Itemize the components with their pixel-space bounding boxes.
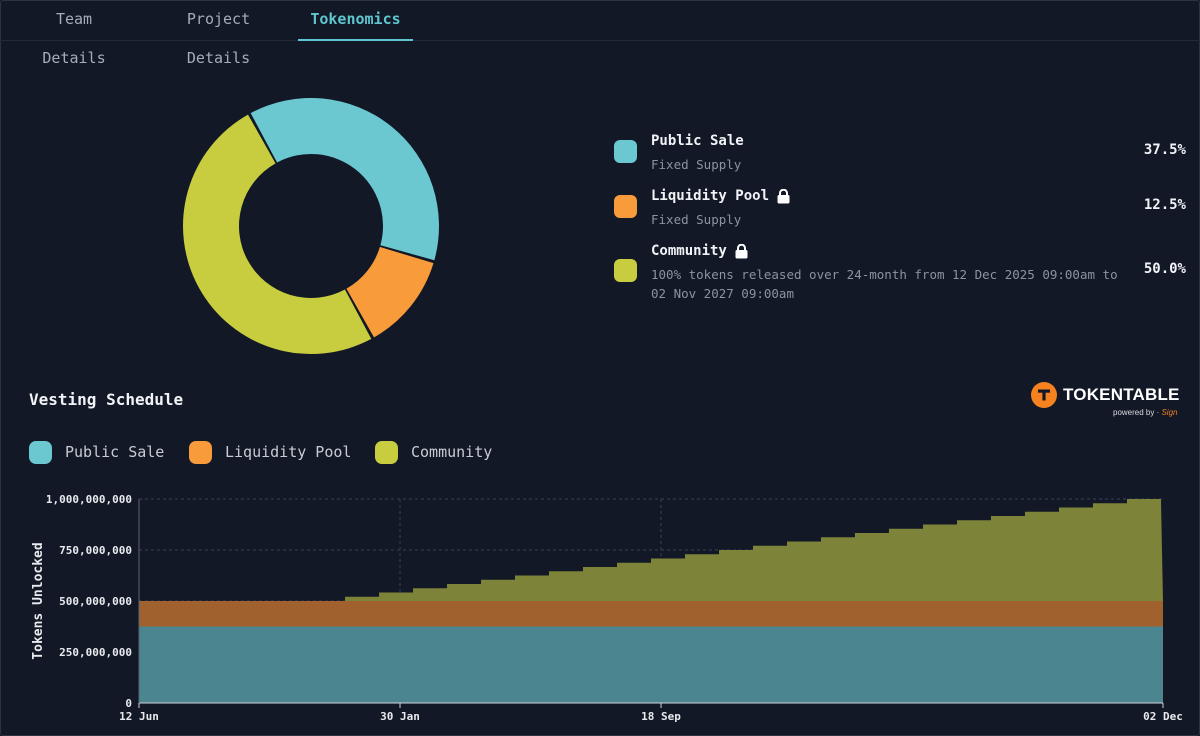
tab-team-details[interactable]: Team Details	[42, 10, 106, 67]
y-tick-label: 0	[125, 697, 132, 710]
tab-bar: Team Details Project Details Tokenomics	[0, 0, 1200, 67]
area-public-sale[interactable]	[139, 626, 1163, 704]
vesting-schedule-chart: 0 250,000,000 500,000,000 750,000,000 1,000,…	[31, 493, 1183, 723]
vesting-legend-label: Community	[411, 443, 493, 461]
vesting-legend-label: Liquidity Pool	[225, 443, 352, 461]
community-swatch	[614, 259, 637, 282]
x-tick-label: 02 Dec	[1143, 710, 1183, 723]
legend-subtitle: Fixed Supply	[651, 212, 742, 227]
allocation-donut-chart	[182, 98, 439, 355]
liquidity-pool-swatch	[614, 195, 637, 218]
y-tick-label: 750,000,000	[59, 544, 132, 557]
legend-subtitle: Fixed Supply	[651, 157, 742, 172]
x-tick-label: 18 Sep	[641, 710, 681, 723]
tokentable-logo-icon	[1031, 382, 1057, 408]
slice-community[interactable]	[182, 114, 372, 355]
tokentable-brand: TOKENTABLE powered by · Sign	[1031, 381, 1181, 423]
area-community[interactable]	[345, 499, 1163, 601]
x-tick-label: 12 Jun	[119, 710, 159, 723]
vesting-legend-liquidity-pool[interactable]: Liquidity Pool	[189, 440, 351, 464]
tab-tokenomics[interactable]: Tokenomics	[298, 0, 413, 41]
vesting-legend-label: Public Sale	[65, 443, 165, 461]
legend-title: Public Sale	[651, 133, 744, 149]
logo-mark	[1038, 389, 1050, 401]
brand-name: TOKENTABLE	[1063, 385, 1180, 404]
legend-percent: 37.5%	[1143, 142, 1186, 158]
y-axis-label: Tokens Unlocked	[31, 542, 46, 659]
liquidity-pool-swatch	[189, 440, 212, 464]
legend-percent: 12.5%	[1143, 197, 1186, 213]
y-tick-label: 250,000,000	[59, 646, 132, 659]
vesting-legend-public-sale[interactable]: Public Sale	[29, 440, 164, 464]
legend-title: Community	[651, 243, 748, 259]
lock-icon	[777, 188, 790, 203]
lock-icon	[735, 243, 748, 258]
legend-subtitle: 100% tokens released over 24-month from …	[651, 267, 1118, 301]
y-tick-label: 500,000,000	[59, 595, 132, 608]
x-tick-label: 30 Jan	[380, 710, 420, 723]
legend-item-community: Community 100% tokens released over 24-m…	[614, 243, 1186, 303]
public-sale-swatch	[614, 140, 637, 163]
area-liquidity-pool[interactable]	[139, 601, 1163, 627]
vesting-legend-community[interactable]: Community	[375, 440, 492, 464]
legend-item-public-sale: Public Sale Fixed Supply 37.5%	[614, 133, 1186, 173]
vesting-schedule-title: Vesting Schedule	[29, 390, 184, 409]
legend-item-liquidity-pool: Liquidity Pool Fixed Supply 12.5%	[614, 188, 1186, 228]
slice-public-sale[interactable]	[250, 98, 439, 261]
legend-title: Liquidity Pool	[651, 188, 790, 204]
community-swatch	[375, 440, 398, 464]
legend-percent: 50.0%	[1143, 261, 1186, 277]
brand-powered-by: powered by · Sign	[1113, 408, 1178, 417]
tab-project-details[interactable]: Project Details	[186, 10, 251, 67]
public-sale-swatch	[29, 440, 52, 464]
y-tick-label: 1,000,000,000	[46, 493, 132, 506]
slice-liquidity-pool[interactable]	[346, 246, 434, 338]
